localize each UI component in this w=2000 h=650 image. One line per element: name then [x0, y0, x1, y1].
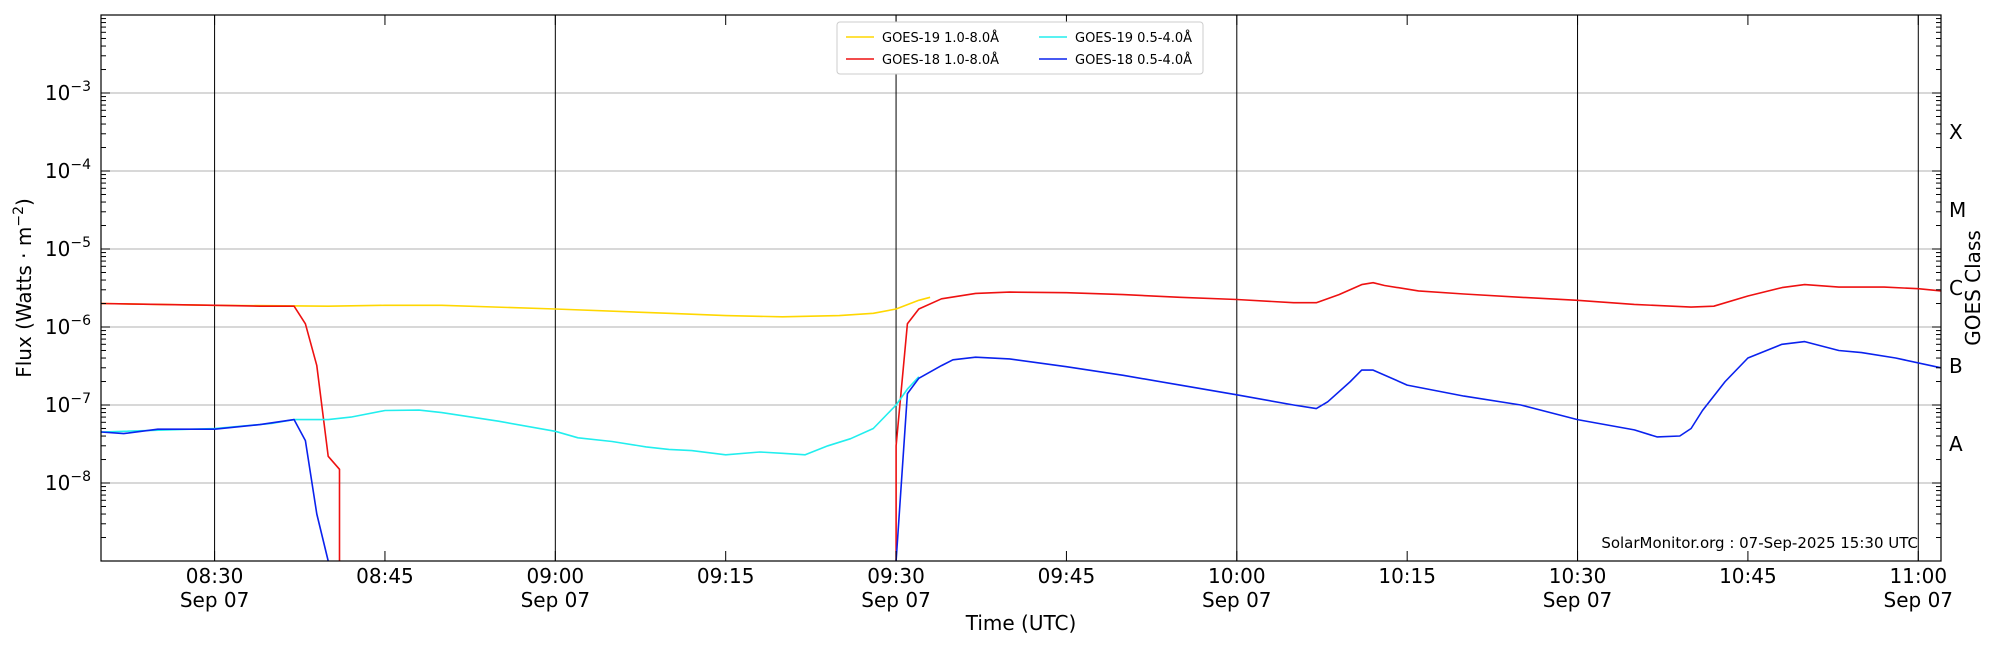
- x-tick-date-label: Sep 07: [861, 588, 931, 612]
- goes-class-label: C: [1949, 276, 1963, 300]
- x-tick-label: 08:45: [356, 564, 414, 588]
- plot-frame: [100, 14, 1942, 562]
- legend-label: GOES-19 0.5-4.0Å: [1075, 30, 1192, 46]
- x-tick-date-label: Sep 07: [1543, 588, 1613, 612]
- legend-label: GOES-18 1.0-8.0Å: [882, 52, 999, 68]
- x-tick-date-label: Sep 07: [180, 588, 250, 612]
- legend-label: GOES-19 1.0-8.0Å: [882, 30, 999, 46]
- series-line-4: [100, 340, 1942, 562]
- gridlines: [101, 92, 1941, 484]
- y-tick-label: 10−4: [45, 157, 91, 183]
- series-line-3: [100, 376, 920, 456]
- x-tick-label: 09:00: [527, 564, 585, 588]
- x-tick-date-label: Sep 07: [1202, 588, 1272, 612]
- x-tick-label: 09:30: [867, 564, 925, 588]
- y-tick-label: 10−3: [45, 79, 91, 105]
- x-tick-label: 10:30: [1549, 564, 1607, 588]
- goes-class-label: M: [1949, 198, 1966, 222]
- x-tick-label: 10:00: [1208, 564, 1266, 588]
- y-axis-title: Flux (Watts · m−2): [11, 198, 36, 378]
- x-tick-label: 11:00: [1889, 564, 1947, 588]
- x-tick-label: 08:30: [186, 564, 244, 588]
- day-time-markers: [214, 15, 1919, 561]
- x-tick-label: 09:45: [1038, 564, 1096, 588]
- legend: GOES-19 1.0-8.0Å GOES-18 1.0-8.0Å GOES-19 …: [836, 21, 1204, 75]
- goes-class-label: A: [1949, 432, 1963, 456]
- x-tick-label: 10:45: [1719, 564, 1777, 588]
- x-tick-label: 09:15: [697, 564, 755, 588]
- series-line-1: [100, 296, 931, 318]
- x-tick-date-label: Sep 07: [521, 588, 591, 612]
- x-tick-date-label: Sep 07: [1884, 588, 1954, 612]
- y-tick-label: 10−7: [45, 391, 91, 417]
- flux-series: [100, 281, 1942, 562]
- x-tick-label: 10:15: [1378, 564, 1436, 588]
- y-tick-label: 10−6: [45, 313, 91, 339]
- series-line-2: [100, 281, 1942, 561]
- goes-class-axis-title: GOES Class: [1961, 230, 1985, 346]
- goes-class-label: X: [1949, 120, 1963, 144]
- x-axis-title: Time (UTC): [965, 611, 1077, 635]
- y-tick-label: 10−5: [45, 235, 91, 261]
- y-tick-label: 10−8: [45, 469, 91, 495]
- credit-text: SolarMonitor.org : 07-Sep-2025 15:30 UTC: [1601, 534, 1918, 552]
- legend-box: [836, 21, 1204, 75]
- legend-label: GOES-18 0.5-4.0Å: [1075, 52, 1192, 68]
- goes-class-label: B: [1949, 354, 1963, 378]
